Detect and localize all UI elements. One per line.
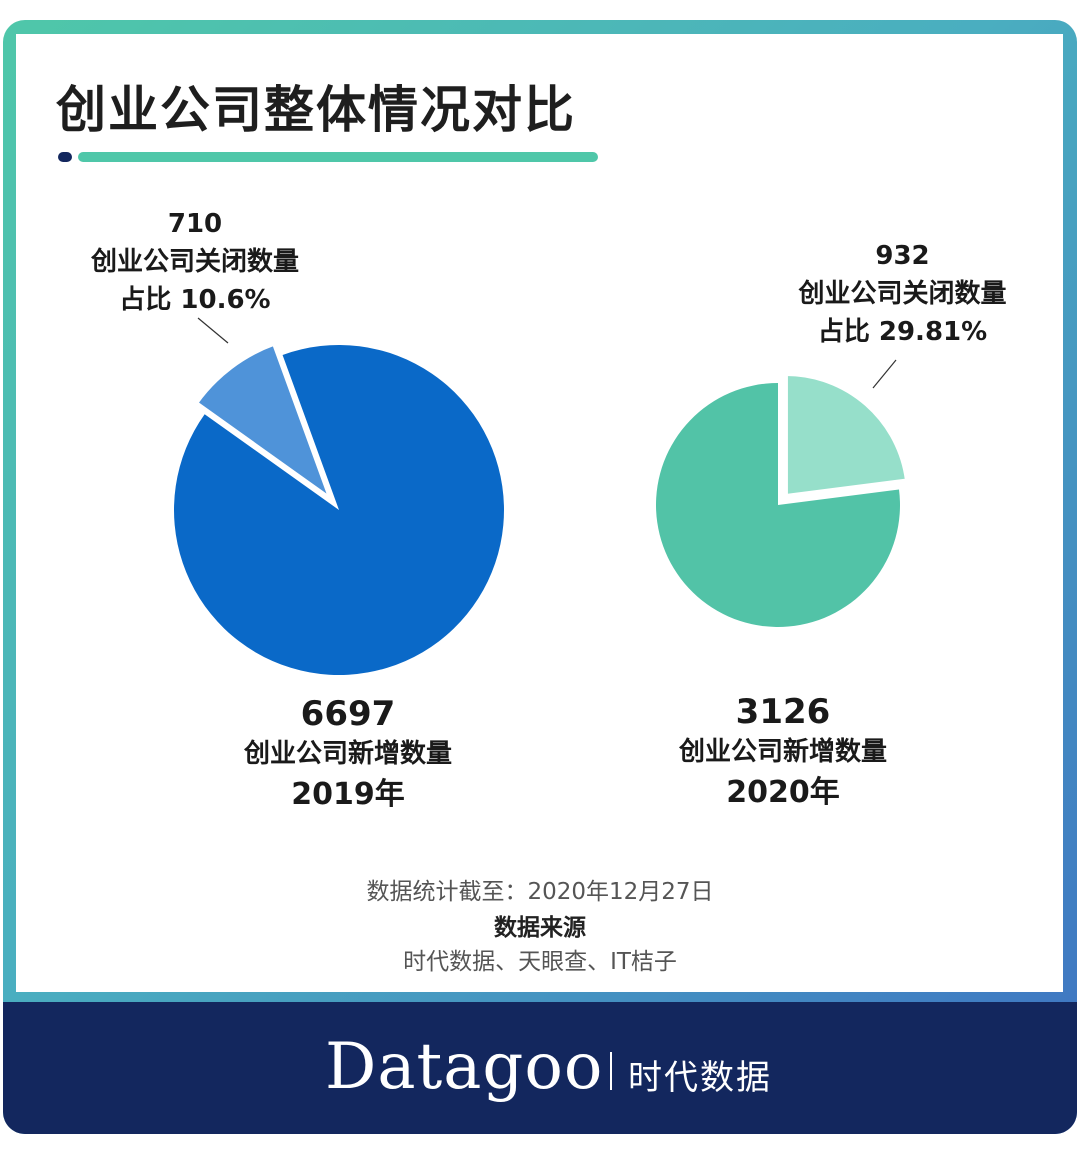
new-text-2019: 创业公司新增数量 <box>243 739 452 769</box>
new-text-2020: 创业公司新增数量 <box>678 737 887 767</box>
leader-line-2019 <box>197 317 229 344</box>
closed-value-2019: 710 <box>167 209 223 239</box>
pie-slice-new-2020 <box>655 383 900 627</box>
closed-share-2019: 占比 10.6% <box>119 285 271 315</box>
brand-divider <box>610 1052 612 1090</box>
pie-chart-2020 <box>655 371 910 627</box>
closed-text-2020: 创业公司关闭数量 <box>798 279 1007 309</box>
brand-logo: Datagoo <box>325 1030 604 1104</box>
new-value-2019: 6697 <box>300 694 396 734</box>
source-date: 数据统计截至：2020年12月27日 <box>366 879 714 905</box>
closed-share-2020: 占比 29.81% <box>817 317 988 347</box>
pie-slice-new-2019 <box>174 344 505 675</box>
pie-chart-2019 <box>174 341 505 675</box>
source-list: 时代数据、天眼查、IT桔子 <box>403 949 677 975</box>
closed-text-2019: 创业公司关闭数量 <box>90 247 299 277</box>
year-2020: 2020年 <box>726 775 840 810</box>
label-2020-new: 3126 创业公司新增数量 2020年 <box>673 691 893 815</box>
title-underline <box>78 152 598 162</box>
new-value-2020: 3126 <box>735 692 831 732</box>
leader-line-2020 <box>872 359 897 389</box>
source-heading: 数据来源 <box>494 915 586 941</box>
title-underline-dot <box>58 152 72 162</box>
brand-cn: 时代数据 <box>628 1058 772 1098</box>
page-title: 创业公司整体情况对比 <box>56 81 576 139</box>
pie-slice-closed-2019 <box>193 341 335 505</box>
label-2019-closed: 710 创业公司关闭数量 占比 10.6% <box>90 205 300 319</box>
label-2019-new: 6697 创业公司新增数量 2019年 <box>238 693 458 817</box>
footer-bar <box>3 1002 1077 1134</box>
pie-slice-closed-2020 <box>783 371 910 499</box>
closed-value-2020: 932 <box>875 241 930 271</box>
label-2020-closed: 932 创业公司关闭数量 占比 29.81% <box>795 237 1010 351</box>
year-2019: 2019年 <box>291 777 405 812</box>
